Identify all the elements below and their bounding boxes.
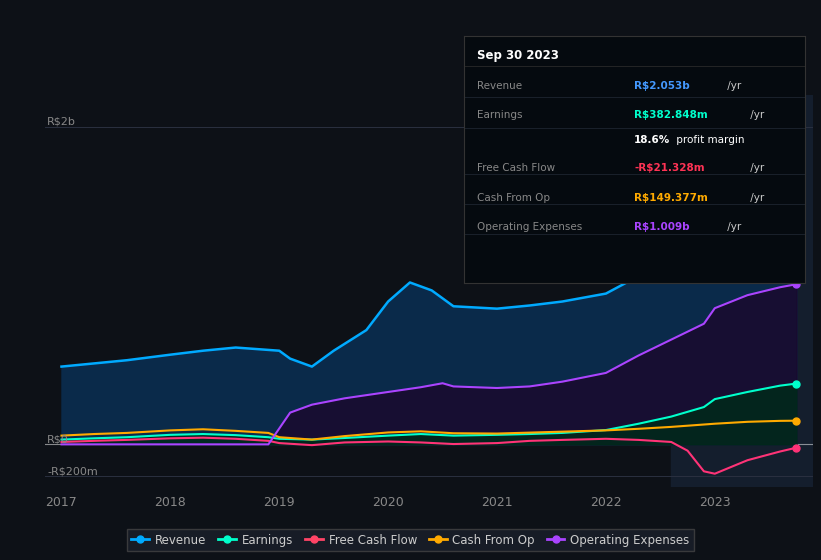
- Text: R$2.053b: R$2.053b: [635, 81, 690, 91]
- Text: 18.6%: 18.6%: [635, 135, 671, 145]
- Text: R$0: R$0: [48, 435, 69, 444]
- Text: Operating Expenses: Operating Expenses: [478, 222, 583, 232]
- Text: /yr: /yr: [724, 222, 741, 232]
- Text: R$1.009b: R$1.009b: [635, 222, 690, 232]
- Text: profit margin: profit margin: [673, 135, 745, 145]
- Text: /yr: /yr: [746, 164, 764, 173]
- Legend: Revenue, Earnings, Free Cash Flow, Cash From Op, Operating Expenses: Revenue, Earnings, Free Cash Flow, Cash …: [126, 529, 695, 551]
- Text: -R$200m: -R$200m: [48, 466, 98, 476]
- Bar: [672, 95, 813, 487]
- Text: Free Cash Flow: Free Cash Flow: [478, 164, 556, 173]
- Text: /yr: /yr: [746, 110, 764, 120]
- Text: Cash From Op: Cash From Op: [478, 193, 551, 203]
- Text: Earnings: Earnings: [478, 110, 523, 120]
- Text: R$382.848m: R$382.848m: [635, 110, 708, 120]
- Text: /yr: /yr: [746, 193, 764, 203]
- Text: R$2b: R$2b: [48, 117, 76, 127]
- Text: Sep 30 2023: Sep 30 2023: [478, 49, 559, 62]
- Text: Revenue: Revenue: [478, 81, 523, 91]
- Text: -R$21.328m: -R$21.328m: [635, 164, 705, 173]
- Text: /yr: /yr: [724, 81, 741, 91]
- Text: R$149.377m: R$149.377m: [635, 193, 708, 203]
